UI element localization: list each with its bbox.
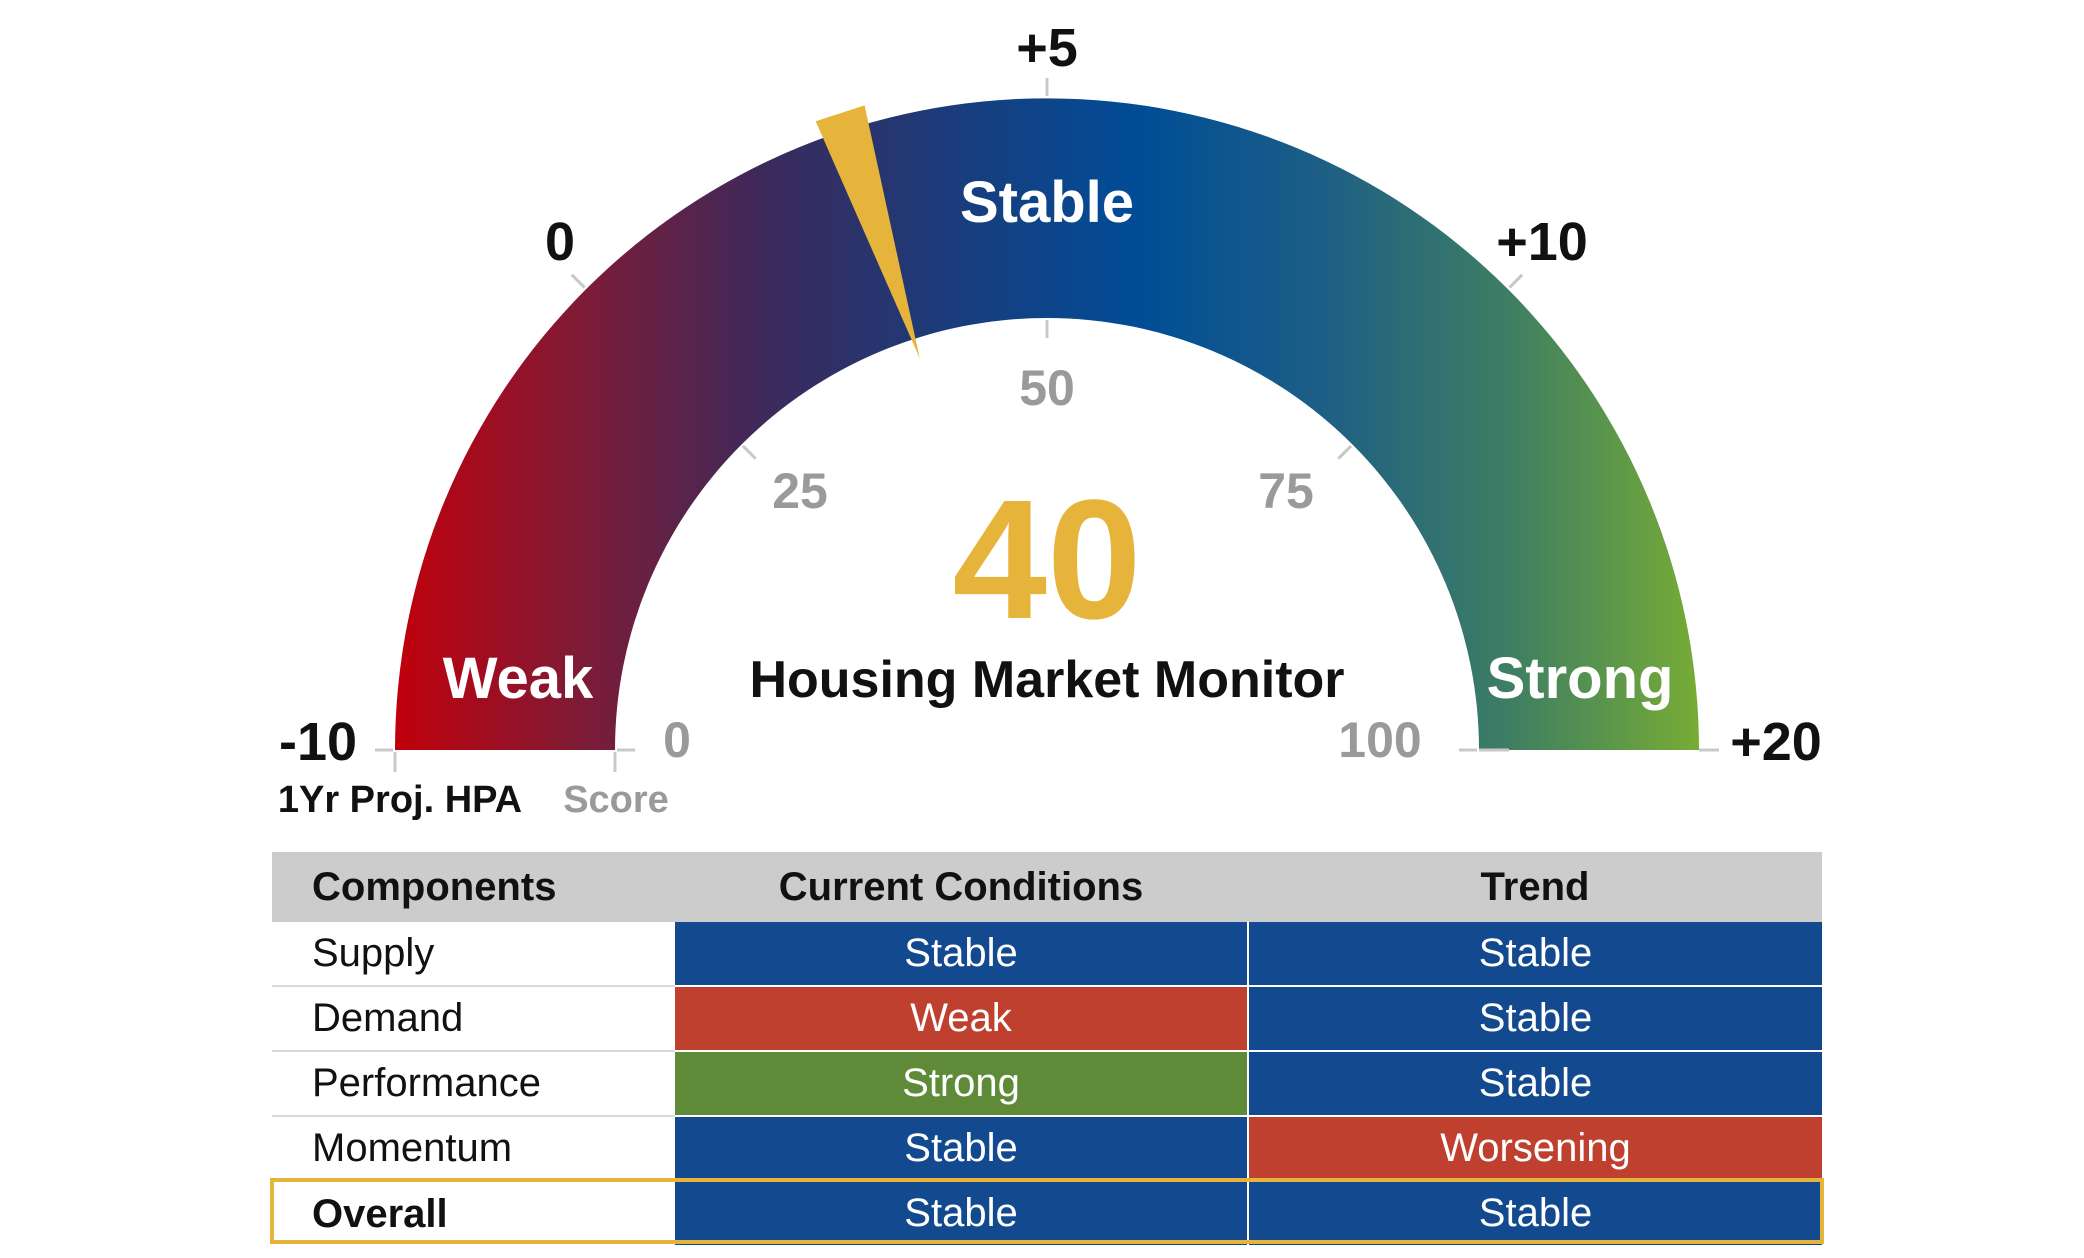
gauge-needle — [815, 105, 920, 359]
hpa-tick-label: 0 — [545, 212, 575, 272]
components-table: Components Current Conditions Trend Supp… — [272, 852, 1822, 1247]
trend-cell: Worsening — [1247, 1116, 1822, 1182]
component-name: Demand — [272, 986, 674, 1052]
header-components: Components — [272, 852, 674, 922]
score-tick-label: 25 — [772, 463, 828, 519]
component-name: Performance — [272, 1051, 674, 1117]
band-label-stable: Stable — [960, 170, 1134, 235]
current-condition-cell: Strong — [673, 1051, 1248, 1117]
score-tick-mark — [741, 444, 757, 460]
hpa-tick-label: +5 — [1016, 18, 1078, 78]
gauge-value: 40 — [952, 465, 1141, 655]
hpa-tick-mark — [570, 273, 586, 289]
component-name: Overall — [272, 1181, 674, 1246]
hpa-tick-label: +10 — [1496, 212, 1588, 272]
hpa-axis-label: 1Yr Proj. HPA — [278, 779, 522, 821]
score-tick-label: 0 — [663, 712, 691, 768]
current-condition-cell: Weak — [673, 986, 1248, 1052]
chart-title: Housing Market Monitor — [749, 651, 1344, 709]
hpa-tick-mark — [1508, 273, 1524, 289]
table-row: Supply Stable Stable — [272, 922, 1822, 987]
header-current-conditions: Current Conditions — [674, 852, 1248, 922]
gauge-chart: Weak Stable Strong -10 0 +5 +10 +20 0 25… — [278, 18, 1822, 821]
band-label-weak: Weak — [443, 646, 594, 711]
gauge-arc — [395, 98, 1699, 750]
component-name: Momentum — [272, 1116, 674, 1182]
trend-cell: Stable — [1247, 1181, 1822, 1247]
current-condition-cell: Stable — [673, 1116, 1248, 1182]
score-tick-label: 100 — [1338, 712, 1421, 768]
header-trend: Trend — [1248, 852, 1822, 922]
trend-cell: Stable — [1247, 1051, 1822, 1117]
score-tick-mark — [1337, 444, 1353, 460]
score-ticks — [617, 320, 1477, 752]
score-axis-label: Score — [563, 779, 669, 821]
table-row: Performance Strong Stable — [272, 1051, 1822, 1117]
band-label-strong: Strong — [1487, 646, 1674, 711]
table-row-overall: Overall Stable Stable — [272, 1181, 1822, 1247]
component-name: Supply — [272, 922, 674, 987]
hpa-tick-label: -10 — [279, 712, 357, 772]
current-condition-cell: Stable — [673, 922, 1248, 987]
score-tick-label: 50 — [1019, 360, 1075, 416]
trend-cell: Stable — [1247, 922, 1822, 987]
trend-cell: Stable — [1247, 986, 1822, 1052]
table-row: Momentum Stable Worsening — [272, 1116, 1822, 1182]
table-header-row: Components Current Conditions Trend — [272, 852, 1822, 922]
current-condition-cell: Stable — [673, 1181, 1248, 1247]
score-tick-label: 75 — [1258, 463, 1314, 519]
table-row: Demand Weak Stable — [272, 986, 1822, 1052]
hpa-ticks — [375, 78, 1719, 772]
hpa-tick-label: +20 — [1730, 712, 1822, 772]
